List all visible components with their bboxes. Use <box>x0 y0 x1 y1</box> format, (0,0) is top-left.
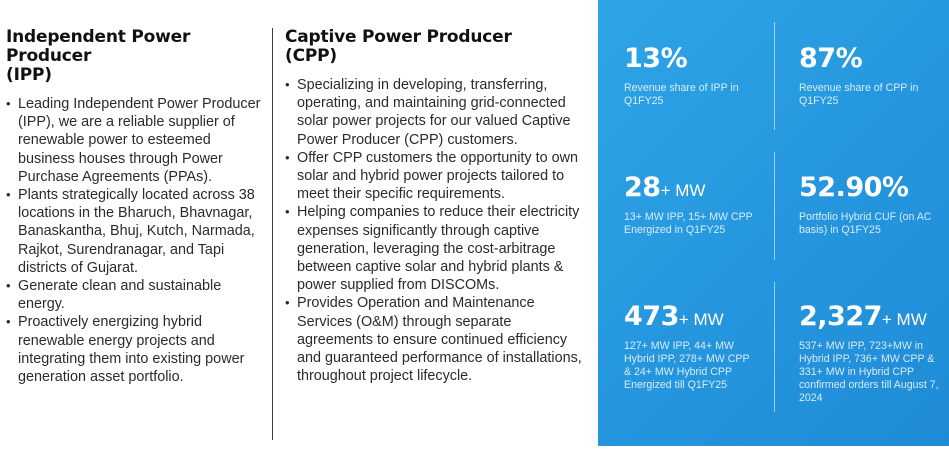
stat-value: 87 <box>799 43 836 74</box>
stat-suffix: % <box>835 43 863 74</box>
stat-cpp-revenue-share: 87% Revenue share of CPP in Q1FY25 <box>799 44 944 108</box>
cpp-bullet: Offer CPP customers the opportunity to o… <box>285 149 585 204</box>
stat-description: 537+ MW IPP, 723+MW in Hybrid IPP, 736+ … <box>799 340 939 404</box>
ipp-bullet: Generate clean and sustainable energy. <box>6 277 268 313</box>
stat-description: Revenue share of IPP in Q1FY25 <box>624 82 739 107</box>
stats-divider <box>774 282 775 412</box>
cpp-bullet: Helping companies to reduce their electr… <box>285 203 585 294</box>
stat-suffix: + MW <box>881 310 927 329</box>
stats-panel: 13% Revenue share of IPP in Q1FY25 87% R… <box>598 0 949 446</box>
cpp-title-line2: (CPP) <box>285 46 337 66</box>
cpp-title-line1: Captive Power Producer <box>285 27 512 47</box>
stat-hybrid-cuf: 52.90% Portfolio Hybrid CUF (on AC basis… <box>799 173 944 237</box>
stat-value: 52.90 <box>799 172 882 203</box>
stat-suffix: % <box>881 172 909 203</box>
ipp-bullet-list: Leading Independent Power Producer (IPP)… <box>6 95 268 386</box>
stat-suffix: + MW <box>678 310 724 329</box>
stat-suffix: + MW <box>660 181 706 200</box>
ipp-bullet: Proactively energizing hybrid renewable … <box>6 313 268 386</box>
stats-divider <box>774 22 775 130</box>
cpp-bullet: Provides Operation and Maintenance Servi… <box>285 294 585 385</box>
ipp-title: Independent Power Producer (IPP) <box>6 28 268 85</box>
stat-value: 13 <box>624 43 661 74</box>
stat-energized-q1fy25: 28+ MW 13+ MW IPP, 15+ MW CPP Energized … <box>624 173 769 237</box>
stat-value: 473 <box>624 301 679 332</box>
ipp-bullet: Leading Independent Power Producer (IPP)… <box>6 95 268 186</box>
cpp-bullet: Specializing in developing, transferring… <box>285 76 585 149</box>
stat-description: 127+ MW IPP, 44+ MW Hybrid IPP, 278+ MW … <box>624 340 750 391</box>
stat-description: 13+ MW IPP, 15+ MW CPP Energized in Q1FY… <box>624 211 753 236</box>
stats-divider <box>774 152 775 260</box>
ipp-bullet: Plants strategically located across 38 l… <box>6 186 268 277</box>
cpp-section: Captive Power Producer (CPP) Specializin… <box>285 28 585 385</box>
ipp-title-line2: (IPP) <box>6 65 52 85</box>
column-divider <box>272 28 273 440</box>
cpp-bullet-list: Specializing in developing, transferring… <box>285 76 585 385</box>
stat-description: Portfolio Hybrid CUF (on AC basis) in Q1… <box>799 211 932 236</box>
stat-value: 2,327 <box>799 301 882 332</box>
ipp-section: Independent Power Producer (IPP) Leading… <box>6 28 268 386</box>
stat-description: Revenue share of CPP in Q1FY25 <box>799 82 919 107</box>
cpp-title: Captive Power Producer (CPP) <box>285 28 585 66</box>
stat-ipp-revenue-share: 13% Revenue share of IPP in Q1FY25 <box>624 44 764 108</box>
stat-confirmed-orders: 2,327+ MW 537+ MW IPP, 723+MW in Hybrid … <box>799 302 944 405</box>
stat-energized-till-q1fy25: 473+ MW 127+ MW IPP, 44+ MW Hybrid IPP, … <box>624 302 759 392</box>
stat-value: 28 <box>624 172 661 203</box>
ipp-title-line1: Independent Power Producer <box>6 27 191 66</box>
stat-suffix: % <box>660 43 688 74</box>
